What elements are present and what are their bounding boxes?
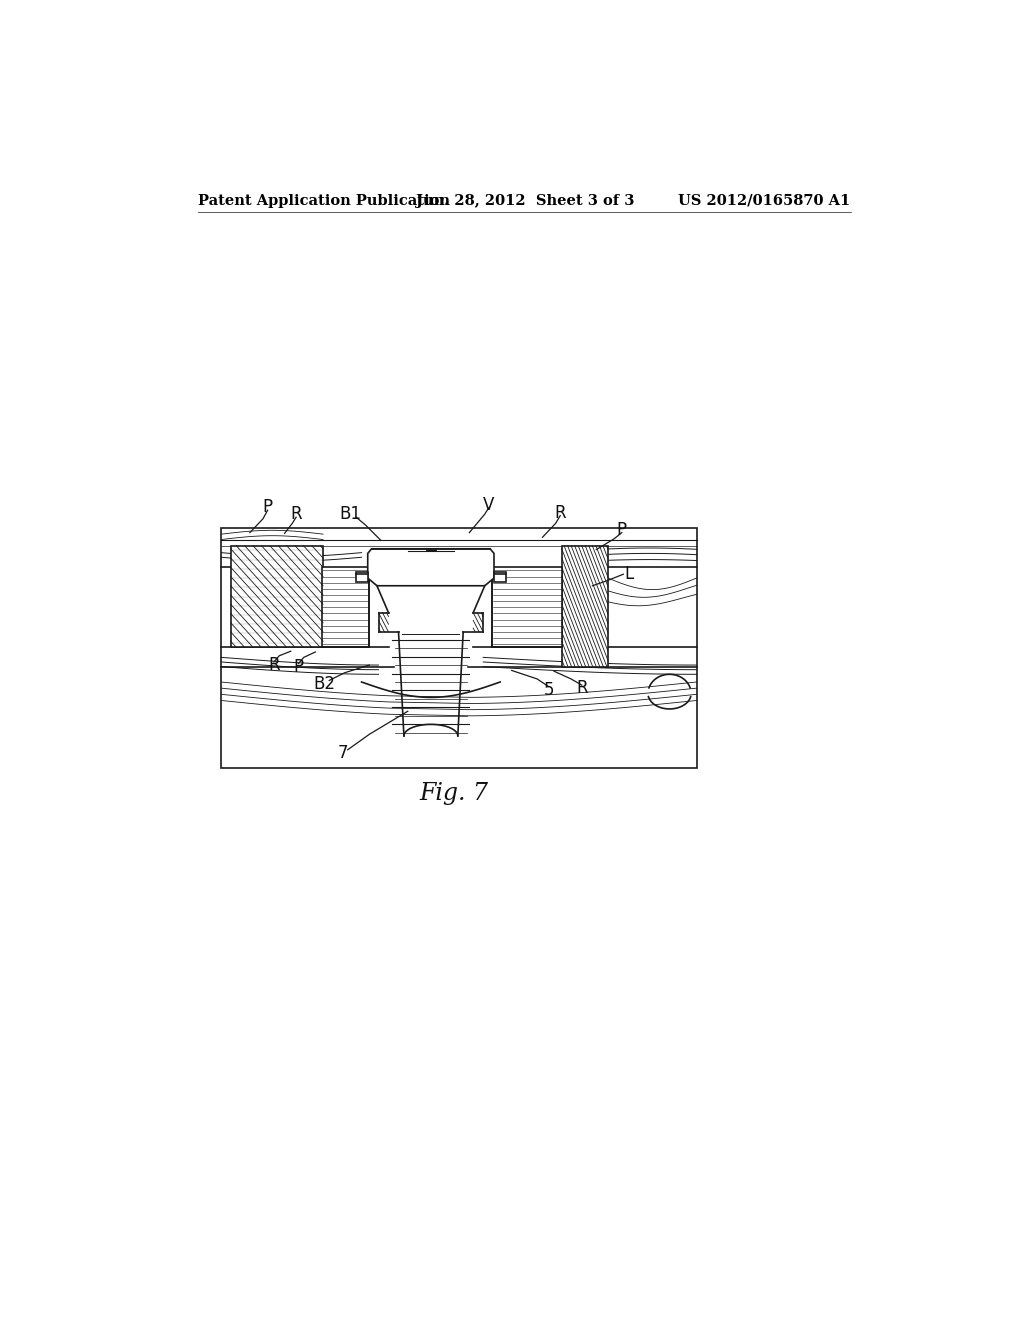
Text: R: R xyxy=(575,680,588,697)
Text: Fig. 7: Fig. 7 xyxy=(420,783,488,805)
Text: R: R xyxy=(554,504,566,521)
Bar xyxy=(356,572,368,582)
Text: R: R xyxy=(290,506,302,523)
Text: Jun. 28, 2012  Sheet 3 of 3: Jun. 28, 2012 Sheet 3 of 3 xyxy=(416,194,634,207)
Bar xyxy=(322,566,370,647)
Text: R: R xyxy=(268,656,280,675)
Text: L: L xyxy=(624,565,634,583)
Polygon shape xyxy=(368,549,494,586)
Text: V: V xyxy=(483,496,495,513)
Text: B1: B1 xyxy=(339,506,361,523)
Text: B2: B2 xyxy=(313,675,336,693)
Text: US 2012/0165870 A1: US 2012/0165870 A1 xyxy=(678,194,851,207)
Text: Patent Application Publication: Patent Application Publication xyxy=(199,194,451,207)
Text: 5: 5 xyxy=(544,681,554,698)
Text: 7: 7 xyxy=(338,744,348,762)
Bar xyxy=(221,528,696,768)
Bar xyxy=(494,572,506,582)
Bar xyxy=(562,545,608,667)
Bar xyxy=(493,566,562,647)
Text: P: P xyxy=(616,520,627,539)
Bar xyxy=(230,545,323,647)
Text: P: P xyxy=(293,657,303,676)
Text: P: P xyxy=(262,498,272,516)
